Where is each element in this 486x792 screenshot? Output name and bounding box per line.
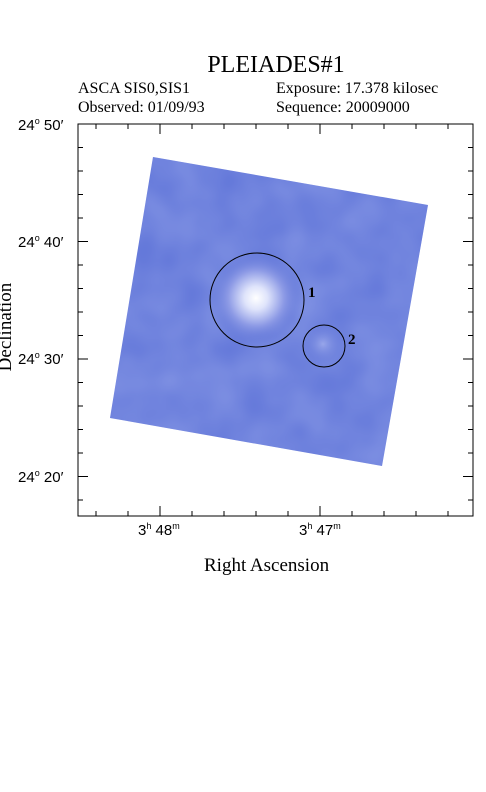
x-tick-label-48: 3h 48m bbox=[138, 521, 180, 539]
instrument-label: ASCA SIS0,SIS1 bbox=[78, 80, 191, 97]
observed-date-label: Observed: 01/09/93 bbox=[78, 99, 205, 116]
y-axis-title: Declination bbox=[0, 282, 16, 372]
x-axis-title: Right Ascension bbox=[204, 555, 330, 576]
y-tick-label-30: 24o 30′ bbox=[18, 350, 64, 368]
y-tick-label-20: 24o 20′ bbox=[18, 468, 64, 486]
x-tick-label-47: 3h 47m bbox=[299, 521, 341, 539]
axis-ticks bbox=[78, 123, 473, 516]
source-region-2 bbox=[302, 324, 346, 368]
y-tick-label-40: 24o 40′ bbox=[18, 233, 64, 251]
source-label-1: 1 bbox=[308, 285, 316, 301]
source-label-2: 2 bbox=[348, 332, 356, 348]
plot-title: PLEIADES#1 bbox=[207, 52, 345, 78]
exposure-label: Exposure: 17.378 kilosec bbox=[276, 80, 439, 97]
plot-frame bbox=[77, 123, 474, 517]
y-tick-label-50: 24o 50′ bbox=[18, 116, 64, 134]
source-region-1 bbox=[209, 252, 305, 348]
sequence-label: Sequence: 20009000 bbox=[276, 99, 410, 116]
